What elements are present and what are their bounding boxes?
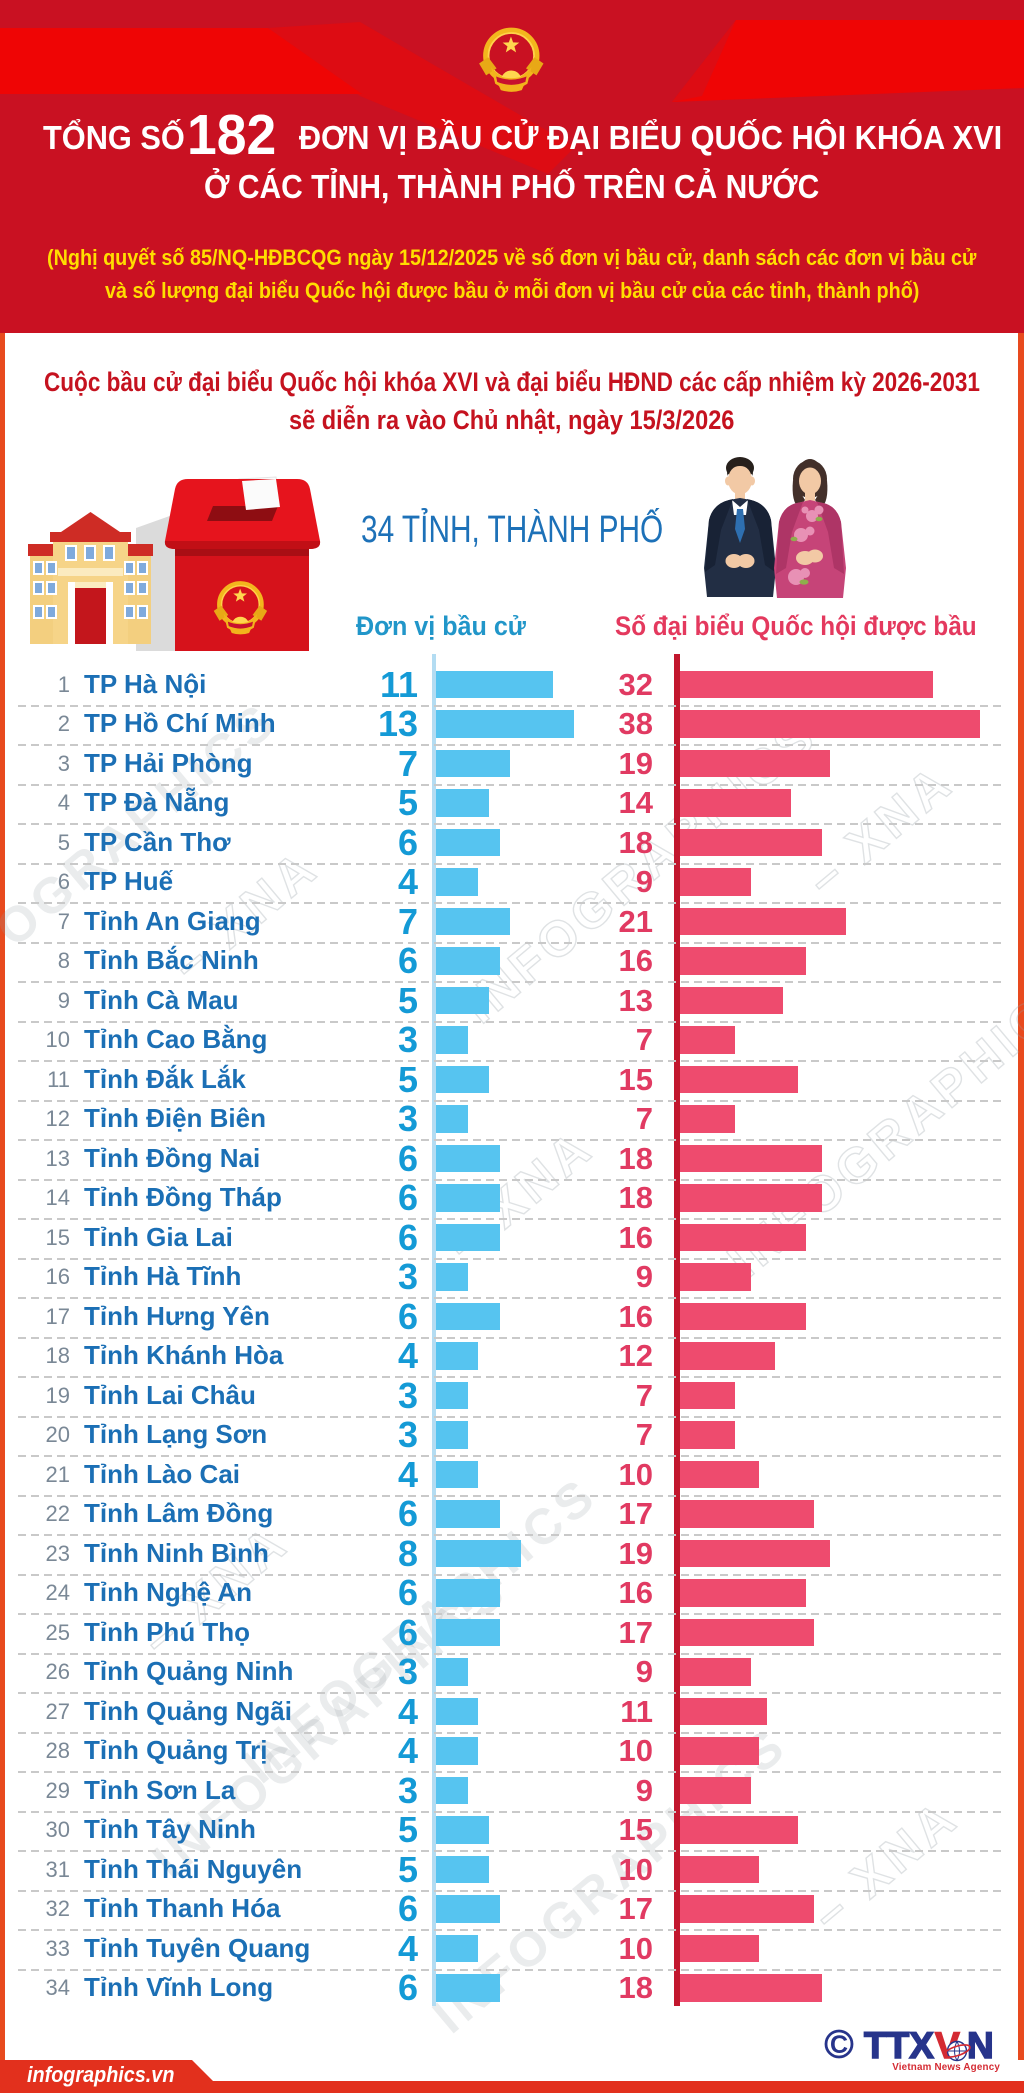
svg-text:TTX: TTX: [864, 2025, 934, 2066]
svg-text:C: C: [830, 2031, 848, 2059]
svg-text:N: N: [967, 2025, 994, 2066]
svg-text:Vietnam News Agency: Vietnam News Agency: [892, 2062, 1000, 2073]
